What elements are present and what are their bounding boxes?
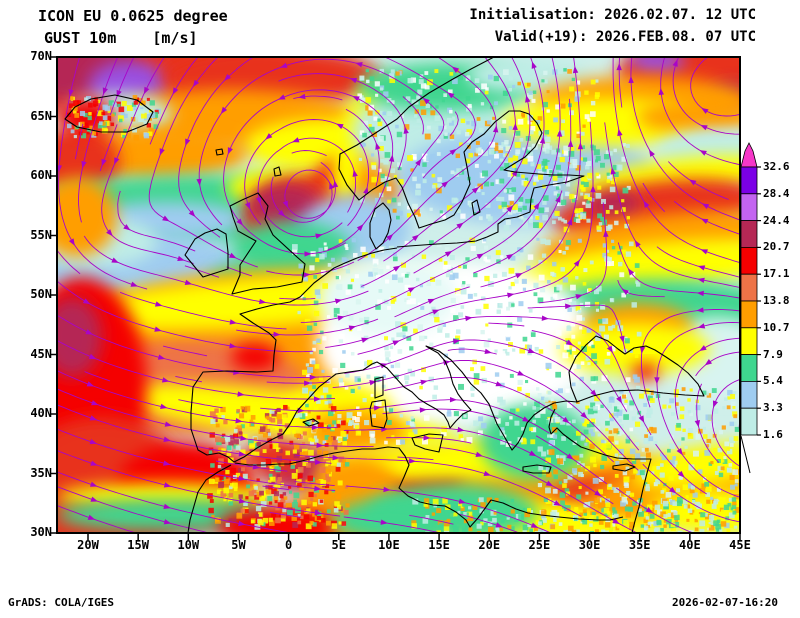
legend-value-7.9: 7.9 xyxy=(763,347,783,361)
legend-colorbar xyxy=(740,142,761,474)
legend-value-28.4: 28.4 xyxy=(763,186,790,200)
lon-label-40E: 40E xyxy=(679,538,701,552)
legend-value-5.4: 5.4 xyxy=(763,374,783,388)
lat-label-55N: 55N xyxy=(30,227,52,242)
lon-label-45E: 45E xyxy=(729,538,751,552)
valid-time: Valid(+19): 2026.FEB.08. 07 UTC xyxy=(494,29,756,45)
legend-value-24.4: 24.4 xyxy=(763,213,790,227)
legend-value-10.7: 10.7 xyxy=(763,320,790,334)
field-title: GUST 10m [m/s] xyxy=(44,29,198,47)
lon-label-5E: 5E xyxy=(331,538,346,552)
legend-value-17.1: 17.1 xyxy=(763,267,790,281)
lon-label-5W: 5W xyxy=(231,538,246,552)
lon-label-15W: 15W xyxy=(127,538,149,552)
lon-label-25E: 25E xyxy=(528,538,551,552)
legend-value-32.6: 32.6 xyxy=(763,160,790,173)
lat-label-65N: 65N xyxy=(30,108,52,123)
lon-label-30E: 30E xyxy=(578,538,601,552)
creation-timestamp: 2026-02-07-16:20 xyxy=(672,596,778,609)
lat-label-35N: 35N xyxy=(30,465,52,480)
lon-label-20W: 20W xyxy=(77,538,99,552)
streamline-arrows xyxy=(57,59,719,528)
legend-value-13.8: 13.8 xyxy=(763,294,790,307)
lat-label-40N: 40N xyxy=(30,406,52,420)
model-title: ICON EU 0.0625 degree xyxy=(38,7,228,25)
lon-label-10E: 10E xyxy=(378,538,400,552)
grads-credit: GrADS: COLA/IGES xyxy=(8,596,114,609)
lon-label-20E: 20E xyxy=(478,538,501,552)
legend-value-3.3: 3.3 xyxy=(763,401,783,415)
legend-value-1.6: 1.6 xyxy=(763,428,783,441)
coastlines xyxy=(64,57,705,533)
lat-label-50N: 50N xyxy=(30,287,52,301)
lon-label-0: 0 xyxy=(284,538,293,552)
initialisation-time: Initialisation: 2026.02.07. 12 UTC xyxy=(469,7,756,23)
lon-label-10W: 10W xyxy=(177,538,200,552)
lat-label-70N: 70N xyxy=(30,49,52,63)
legend-value-20.7: 20.7 xyxy=(763,240,790,254)
lat-label-60N: 60N xyxy=(30,168,52,182)
lon-label-15E: 15E xyxy=(428,538,450,552)
lat-label-30N: 30N xyxy=(30,525,52,539)
lat-label-45N: 45N xyxy=(30,346,52,361)
axis-ticks xyxy=(50,56,741,540)
map-interior xyxy=(57,57,740,533)
lon-label-35E: 35E xyxy=(628,538,651,552)
